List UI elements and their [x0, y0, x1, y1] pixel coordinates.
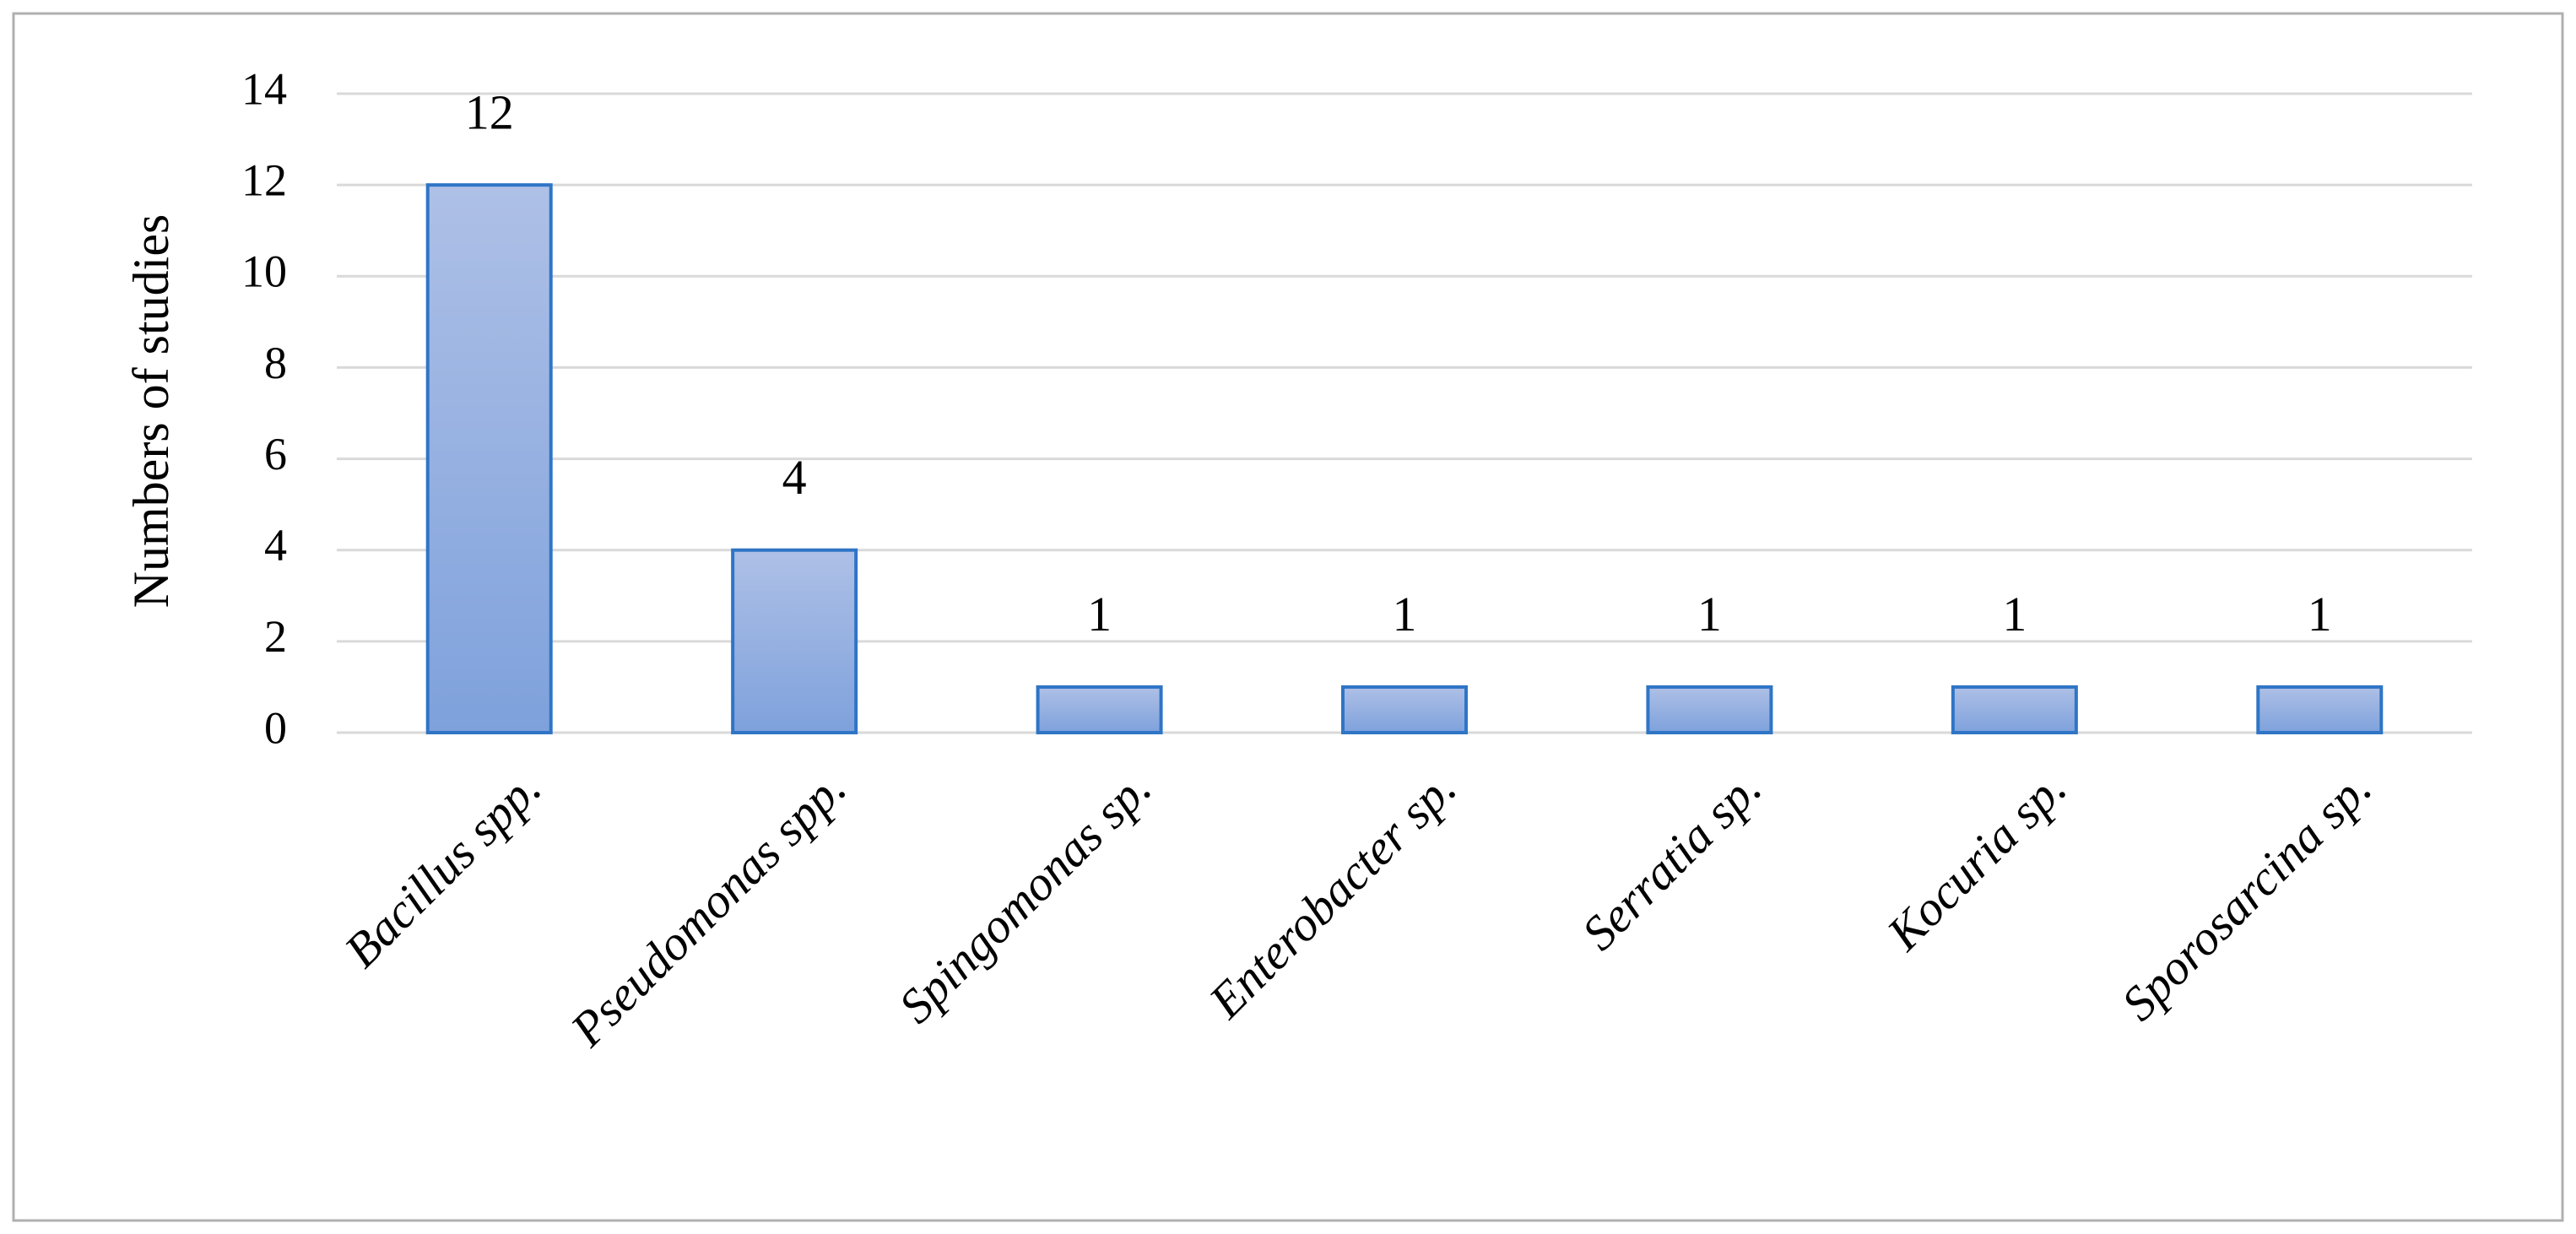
y-tick-label: 4: [264, 520, 287, 571]
bar: [425, 183, 553, 734]
y-tick-label: 0: [264, 702, 287, 753]
y-tick-label: 6: [264, 429, 287, 479]
x-tick-label: Pseudomonas spp.: [560, 760, 857, 1058]
y-axis-label: Numbers of studies: [123, 214, 179, 609]
data-label: 1: [2308, 587, 2332, 641]
bar: [1951, 685, 2078, 735]
y-tick-label: 12: [241, 155, 287, 206]
x-tick-label: Bacillus spp.: [333, 760, 551, 978]
y-tick-label: 2: [264, 611, 287, 662]
y-tick-label: 8: [264, 338, 287, 388]
x-tick-label: Serratia sp.: [1572, 760, 1772, 961]
data-label: 4: [782, 450, 807, 505]
data-label: 12: [465, 84, 514, 139]
frame: [12, 12, 2564, 1222]
x-tick-label: Sporosarcina sp.: [2111, 760, 2382, 1031]
data-label: 1: [1393, 587, 1417, 641]
bar: [2256, 685, 2384, 735]
bar: [1646, 685, 1773, 735]
data-label: 1: [2002, 587, 2027, 641]
bar: [1036, 685, 1163, 735]
x-tick-label: Kocuria sp.: [1875, 760, 2076, 961]
data-label: 1: [1697, 587, 1722, 641]
x-tick-label: Spingomonas sp.: [888, 760, 1161, 1034]
data-label: 1: [1087, 587, 1112, 641]
y-tick-label: 10: [241, 246, 287, 297]
bar: [1341, 685, 1468, 735]
bar: [731, 548, 858, 735]
y-tick-label: 14: [241, 63, 287, 114]
x-tick-label: Enterobacter sp.: [1198, 760, 1467, 1030]
